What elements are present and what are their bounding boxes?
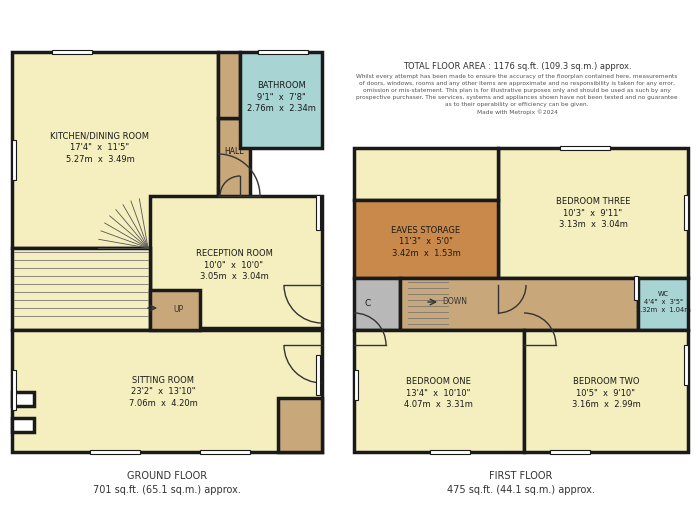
Bar bbox=[316, 355, 320, 395]
Bar bbox=[240, 52, 322, 148]
Bar bbox=[684, 345, 688, 385]
Bar bbox=[218, 118, 250, 200]
Text: BEDROOM TWO
10'5"  x  9'10"
3.16m  x  2.99m: BEDROOM TWO 10'5" x 9'10" 3.16m x 2.99m bbox=[572, 377, 640, 409]
Bar bbox=[354, 330, 524, 452]
Bar bbox=[278, 398, 322, 452]
Bar bbox=[354, 278, 400, 330]
Bar bbox=[634, 276, 638, 300]
Bar bbox=[684, 195, 688, 230]
Bar bbox=[354, 370, 358, 400]
Bar bbox=[12, 52, 218, 248]
Bar bbox=[560, 146, 610, 150]
Text: GROUND FLOOR
701 sq.ft. (65.1 sq.m.) approx.: GROUND FLOOR 701 sq.ft. (65.1 sq.m.) app… bbox=[93, 471, 241, 495]
Text: HALL: HALL bbox=[224, 147, 244, 157]
Bar bbox=[400, 278, 638, 330]
Text: TOTAL FLOOR AREA : 1176 sq.ft. (109.3 sq.m.) approx.: TOTAL FLOOR AREA : 1176 sq.ft. (109.3 sq… bbox=[402, 62, 631, 71]
Bar bbox=[430, 450, 470, 454]
Text: C: C bbox=[365, 299, 371, 309]
Text: FIRST FLOOR
475 sq.ft. (44.1 sq.m.) approx.: FIRST FLOOR 475 sq.ft. (44.1 sq.m.) appr… bbox=[447, 471, 595, 495]
Text: BEDROOM ONE
13'4"  x  10'10"
4.07m  x  3.31m: BEDROOM ONE 13'4" x 10'10" 4.07m x 3.31m bbox=[404, 377, 473, 409]
Text: KITCHEN/DINING ROOM
17'4"  x  11'5"
5.27m  x  3.49m: KITCHEN/DINING ROOM 17'4" x 11'5" 5.27m … bbox=[50, 132, 150, 164]
Text: BEDROOM THREE
10'3"  x  9'11"
3.13m  x  3.04m: BEDROOM THREE 10'3" x 9'11" 3.13m x 3.04… bbox=[556, 197, 630, 229]
Bar bbox=[52, 50, 92, 54]
Bar bbox=[12, 370, 16, 410]
Bar bbox=[498, 148, 688, 278]
Text: SITTING ROOM
23'2"  x  13'10"
7.06m  x  4.20m: SITTING ROOM 23'2" x 13'10" 7.06m x 4.20… bbox=[129, 376, 197, 409]
Bar bbox=[150, 290, 200, 330]
Bar bbox=[218, 52, 240, 118]
Bar bbox=[12, 140, 16, 180]
Bar bbox=[524, 330, 688, 452]
Text: RECEPTION ROOM
10'0"  x  10'0"
3.05m  x  3.04m: RECEPTION ROOM 10'0" x 10'0" 3.05m x 3.0… bbox=[195, 248, 272, 281]
Text: UP: UP bbox=[173, 306, 183, 315]
Text: Whilst every attempt has been made to ensure the accuracy of the floorplan conta: Whilst every attempt has been made to en… bbox=[356, 74, 678, 115]
Bar bbox=[150, 196, 322, 328]
Bar bbox=[638, 278, 688, 330]
Bar bbox=[12, 418, 34, 432]
Bar bbox=[12, 392, 34, 406]
Bar bbox=[316, 195, 320, 230]
Bar bbox=[12, 330, 322, 452]
Bar bbox=[90, 450, 140, 454]
Bar bbox=[354, 200, 498, 278]
Text: EAVES STORAGE
11'3"  x  5'0"
3.42m  x  1.53m: EAVES STORAGE 11'3" x 5'0" 3.42m x 1.53m bbox=[391, 226, 461, 258]
Bar bbox=[200, 450, 250, 454]
Text: BATHROOM
9'1"  x  7'8"
2.76m  x  2.34m: BATHROOM 9'1" x 7'8" 2.76m x 2.34m bbox=[246, 81, 316, 113]
Bar bbox=[354, 148, 498, 200]
Text: WC
4'4"  x  3'5"
1.32m  x  1.04m: WC 4'4" x 3'5" 1.32m x 1.04m bbox=[636, 291, 690, 313]
Bar bbox=[550, 450, 590, 454]
Bar bbox=[12, 248, 150, 330]
Text: DOWN: DOWN bbox=[442, 297, 468, 307]
Bar bbox=[258, 50, 308, 54]
